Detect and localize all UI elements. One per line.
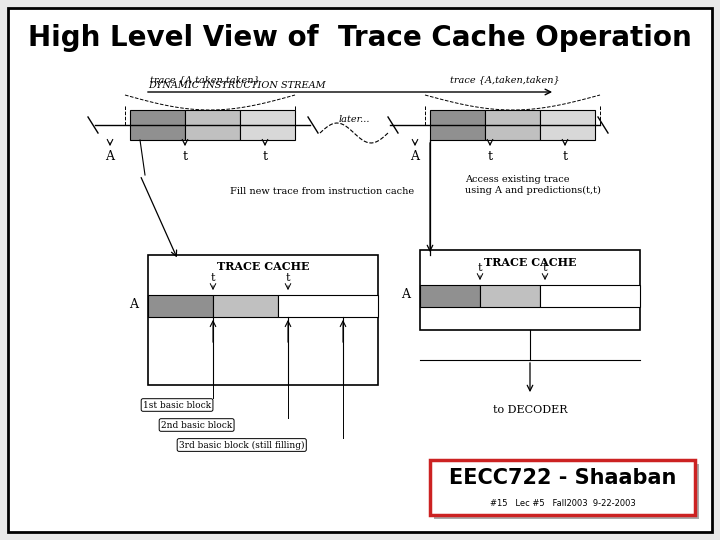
Bar <box>148 255 378 385</box>
Text: Access existing trace
using A and predictions(t,t): Access existing trace using A and predic… <box>465 175 601 195</box>
Bar <box>420 250 640 330</box>
Bar <box>485 110 540 140</box>
Bar <box>213 295 278 317</box>
Text: to DECODER: to DECODER <box>492 405 567 415</box>
Bar <box>420 285 480 307</box>
Bar <box>430 110 485 140</box>
Text: trace {A,taken,taken}: trace {A,taken,taken} <box>150 76 260 84</box>
Bar <box>540 110 595 140</box>
Text: t: t <box>263 151 268 164</box>
Text: #15   Lec #5   Fall2003  9-22-2003: #15 Lec #5 Fall2003 9-22-2003 <box>490 498 635 508</box>
Text: TRACE CACHE: TRACE CACHE <box>217 261 310 273</box>
Bar <box>148 295 213 317</box>
Text: t: t <box>478 263 482 273</box>
Bar <box>240 110 295 140</box>
Text: trace {A,taken,taken}: trace {A,taken,taken} <box>450 76 560 84</box>
Text: t: t <box>211 273 215 283</box>
Text: t: t <box>543 263 547 273</box>
Bar <box>130 110 185 140</box>
Text: A: A <box>106 151 114 164</box>
Text: t: t <box>487 151 492 164</box>
Text: High Level View of  Trace Cache Operation: High Level View of Trace Cache Operation <box>28 24 692 52</box>
Text: EECC722 - Shaaban: EECC722 - Shaaban <box>449 468 676 488</box>
Bar <box>434 464 699 519</box>
Bar <box>480 285 540 307</box>
Text: A: A <box>410 151 420 164</box>
Bar <box>430 460 695 515</box>
Text: later...: later... <box>338 116 370 125</box>
Text: t: t <box>286 273 290 283</box>
Bar <box>185 110 240 140</box>
Text: t: t <box>182 151 187 164</box>
Text: A: A <box>129 299 138 312</box>
Text: 3rd basic block (still filling): 3rd basic block (still filling) <box>179 441 305 450</box>
Text: Fill new trace from instruction cache: Fill new trace from instruction cache <box>230 187 414 197</box>
Text: DYNAMIC INSTRUCTION STREAM: DYNAMIC INSTRUCTION STREAM <box>148 80 325 90</box>
Bar <box>540 285 640 307</box>
Text: A: A <box>401 288 410 301</box>
Text: 1st basic block: 1st basic block <box>143 401 211 409</box>
Text: t: t <box>562 151 567 164</box>
Text: 2nd basic block: 2nd basic block <box>161 421 233 429</box>
Text: TRACE CACHE: TRACE CACHE <box>484 256 576 267</box>
Bar <box>278 295 378 317</box>
